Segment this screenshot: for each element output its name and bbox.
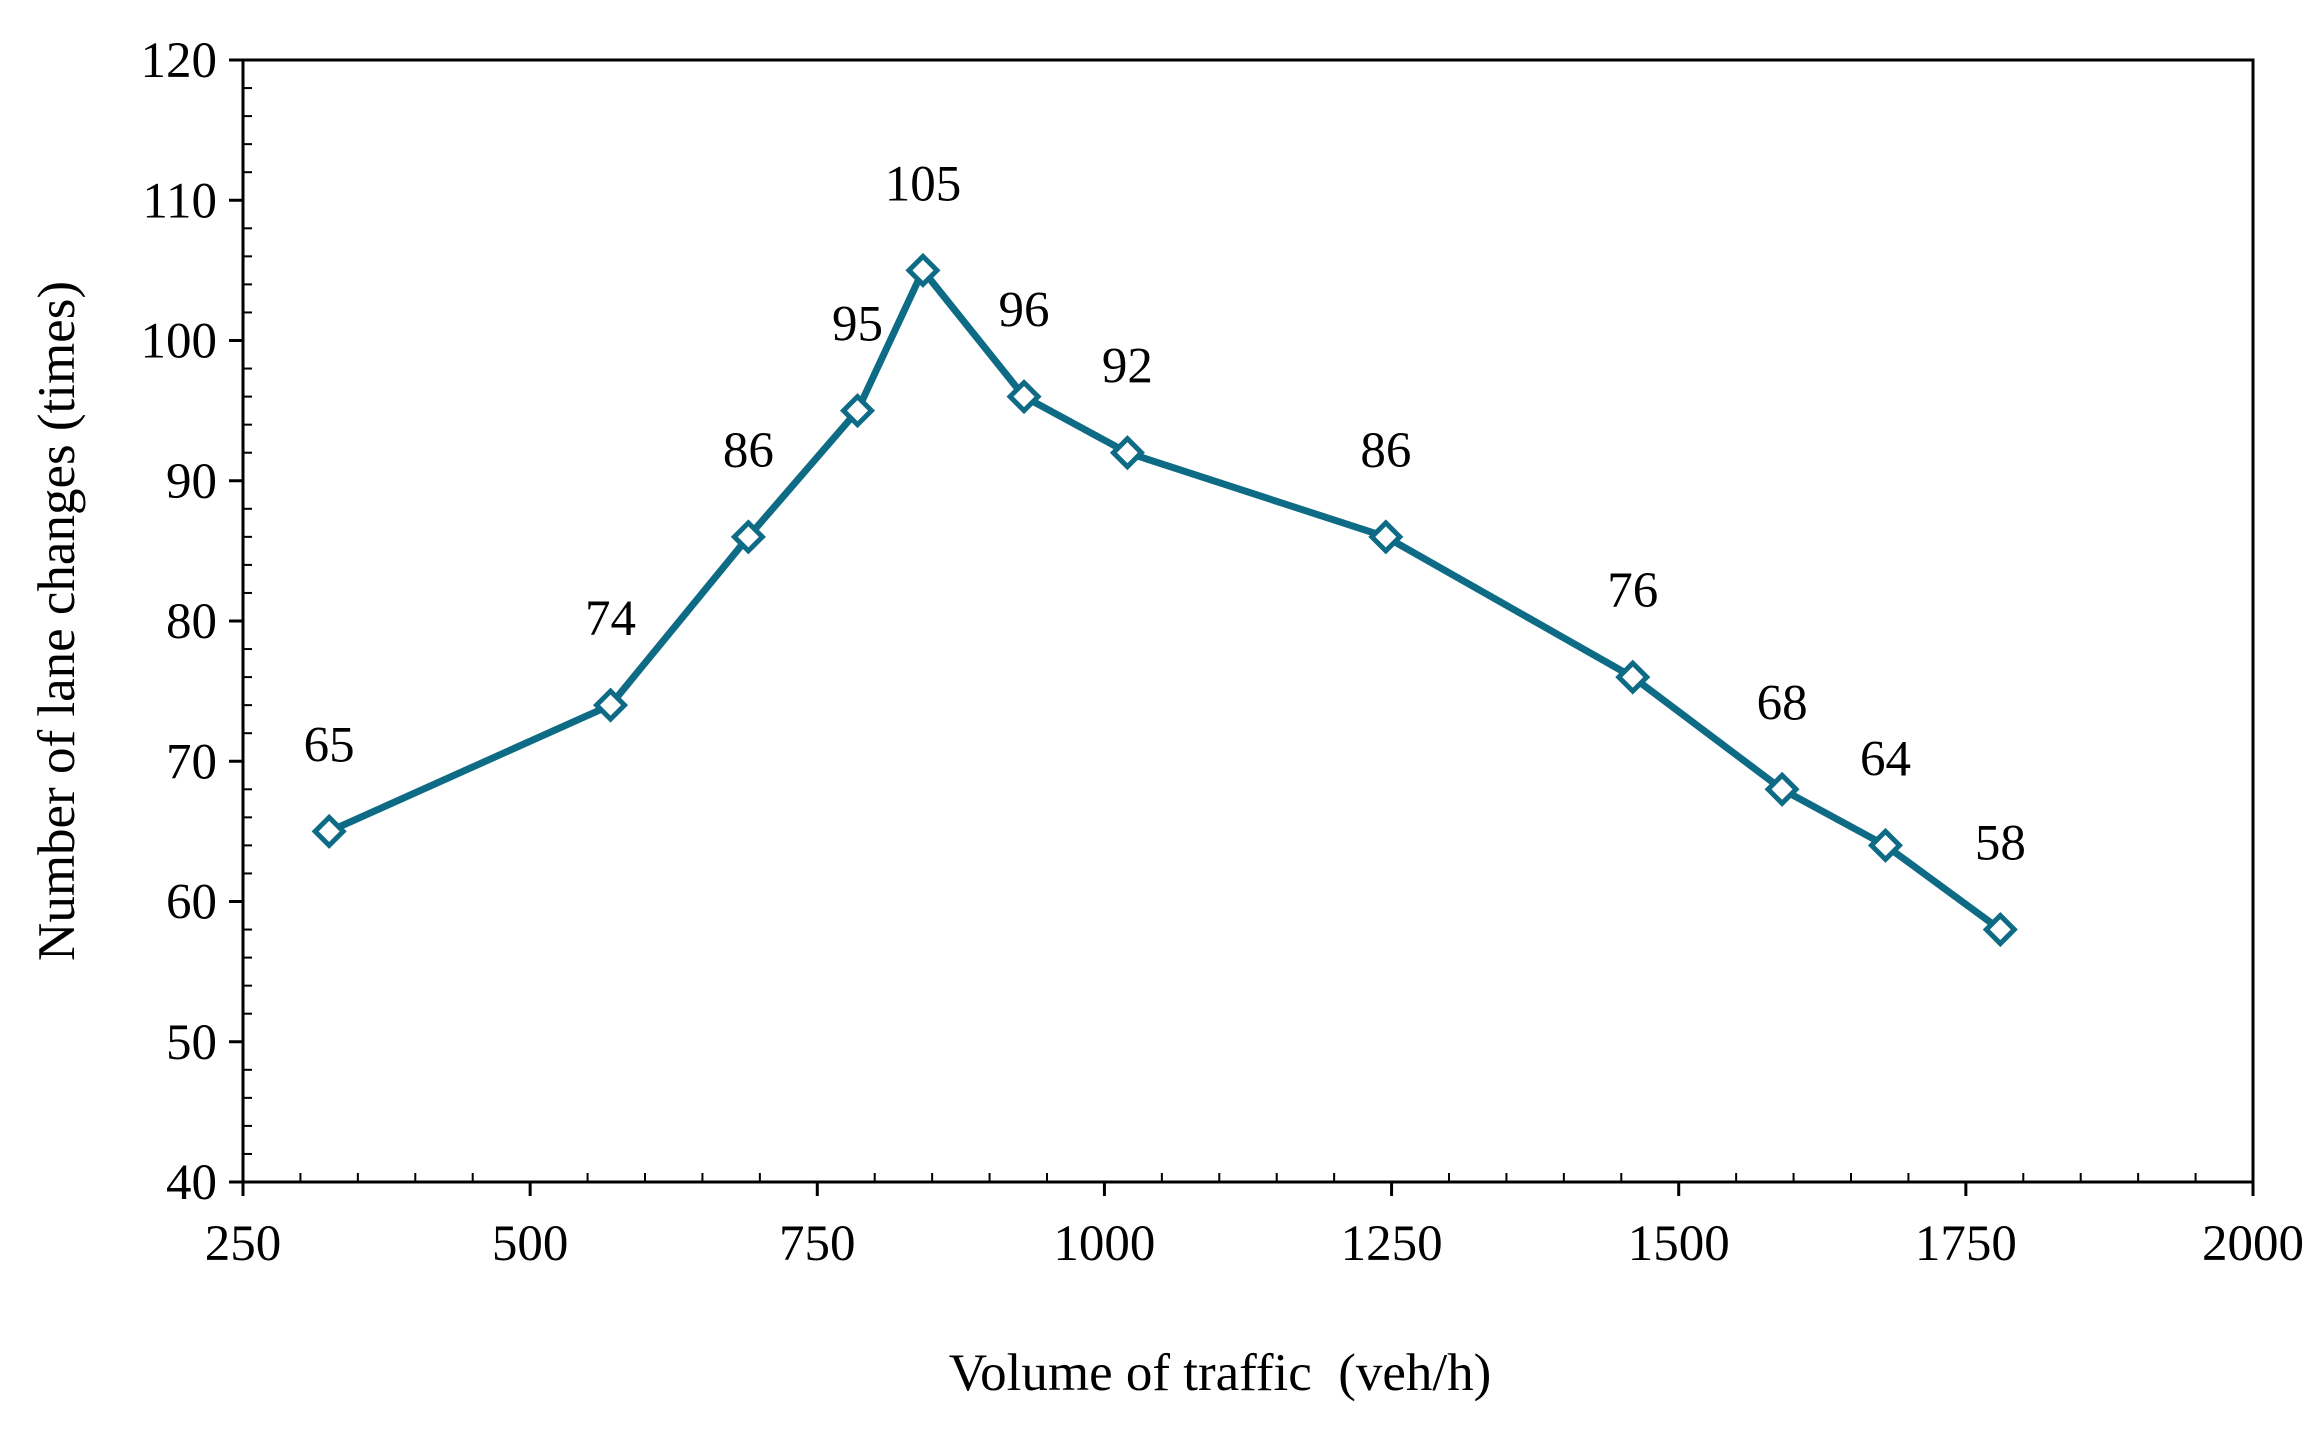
data-point-marker: [839, 393, 876, 429]
x-tick-label: 2000: [2202, 1216, 2304, 1272]
x-tick-label: 1000: [1053, 1216, 1155, 1272]
y-axis-title: Number of lane changes (times): [28, 281, 86, 961]
data-point-marker: [730, 519, 766, 555]
data-point-label: 65: [304, 717, 355, 773]
data-point-label: 58: [1975, 816, 2026, 872]
data-point-label: 74: [585, 591, 636, 647]
y-tick-label: 90: [166, 454, 217, 510]
x-tick-labels: 250 500 750 1000 1250 1500 1750 2000: [205, 1216, 2304, 1272]
y-tick-label: 60: [166, 875, 217, 931]
y-tick-label: 50: [166, 1015, 217, 1071]
major-ticks: [229, 58, 2255, 1196]
series-line: [325, 266, 2004, 934]
x-tick-label: 250: [205, 1216, 282, 1272]
data-point-marker: [905, 252, 941, 288]
y-tick-labels: 40 50 60 70 80 90 100 110 120: [141, 33, 218, 1211]
data-point-label: 105: [885, 156, 962, 212]
data-point-marker: [1867, 827, 1903, 863]
y-tick-label: 80: [166, 594, 217, 650]
x-tick-label: 750: [779, 1216, 856, 1272]
data-point-label: 92: [1102, 339, 1153, 395]
data-point-label: 86: [1360, 423, 1411, 479]
x-tick-label: 1250: [1341, 1216, 1443, 1272]
data-point-label: 86: [723, 423, 774, 479]
data-point-marker: [1982, 912, 2018, 948]
data-labels: 65 74 86 95 105 96 92 86 76 68 64 58: [304, 156, 2026, 871]
x-tick-label: 500: [492, 1216, 569, 1272]
y-tick-label: 120: [141, 33, 218, 89]
data-point-label: 95: [832, 297, 883, 353]
data-point-marker: [311, 813, 347, 849]
y-tick-label: 110: [142, 173, 217, 229]
plot-frame: [241, 58, 2255, 1184]
data-point-marker: [1764, 771, 1800, 807]
y-tick-label: 70: [166, 734, 217, 790]
data-point-label: 68: [1757, 675, 1808, 731]
data-point-marker: [1109, 435, 1145, 471]
data-point-label: 96: [999, 283, 1050, 339]
data-markers: [311, 252, 2018, 948]
data-point-marker: [593, 687, 629, 723]
x-axis-title: Volume of traffic (veh/h): [949, 1344, 1492, 1402]
x-tick-label: 1500: [1628, 1216, 1730, 1272]
data-point-label: 76: [1607, 563, 1658, 619]
y-tick-label: 40: [166, 1155, 217, 1211]
data-point-marker: [1368, 519, 1404, 555]
data-point-marker: [1006, 379, 1042, 415]
data-point-label: 64: [1860, 731, 1911, 787]
data-point-marker: [1615, 659, 1651, 695]
x-tick-label: 1750: [1915, 1216, 2017, 1272]
y-tick-label: 100: [141, 314, 218, 370]
minor-ticks: [243, 87, 2197, 1182]
